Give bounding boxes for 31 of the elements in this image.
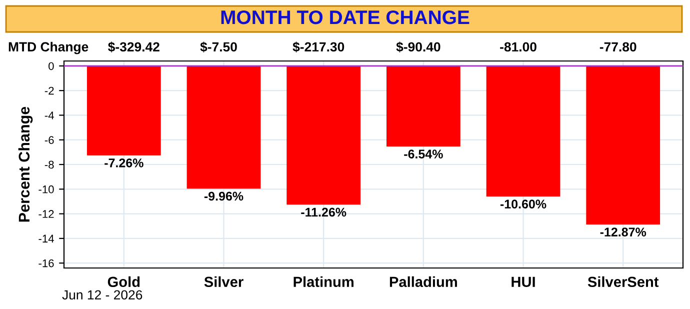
x-tick-label: Silver bbox=[204, 276, 244, 288]
x-tick-label: SilverSent bbox=[588, 276, 659, 288]
x-tick-label: Platinum bbox=[294, 276, 354, 288]
data-label: -12.87% bbox=[600, 228, 646, 236]
x-tick-label: Palladium bbox=[390, 276, 457, 288]
y-tick-label: -14 bbox=[38, 234, 54, 242]
y-tick-label: -12 bbox=[38, 210, 54, 218]
data-label: -10.60% bbox=[500, 200, 546, 208]
data-label: -11.26% bbox=[301, 208, 346, 217]
text: Jun 12 - 2026 bbox=[62, 290, 142, 300]
data-label: -6.54% bbox=[404, 150, 443, 158]
text: $-90.40 bbox=[396, 42, 440, 52]
data-label: -9.96% bbox=[204, 192, 244, 201]
y-axis-title: Percent Change bbox=[18, 106, 33, 222]
chart-title: MONTH TO DATE CHANGE bbox=[221, 10, 470, 24]
text: $-329.42 bbox=[108, 42, 160, 52]
text: $-7.50 bbox=[200, 42, 237, 52]
text: -77.80 bbox=[600, 42, 636, 52]
y-tick-label: 0 bbox=[48, 62, 54, 70]
y-tick-label: -16 bbox=[38, 259, 54, 268]
y-tick-label: -6 bbox=[44, 136, 54, 144]
text: MTD Change bbox=[8, 42, 88, 54]
y-tick-label: -8 bbox=[44, 160, 54, 169]
y-tick-label: -2 bbox=[44, 86, 54, 95]
x-tick-label: Gold bbox=[108, 276, 140, 288]
text: -81.00 bbox=[500, 42, 536, 52]
y-tick-label: -10 bbox=[38, 185, 54, 194]
y-tick-label: -4 bbox=[44, 112, 54, 120]
x-tick-label: HUI bbox=[512, 276, 535, 288]
text: $-217.30 bbox=[292, 42, 344, 52]
data-label: -7.26% bbox=[104, 158, 144, 168]
